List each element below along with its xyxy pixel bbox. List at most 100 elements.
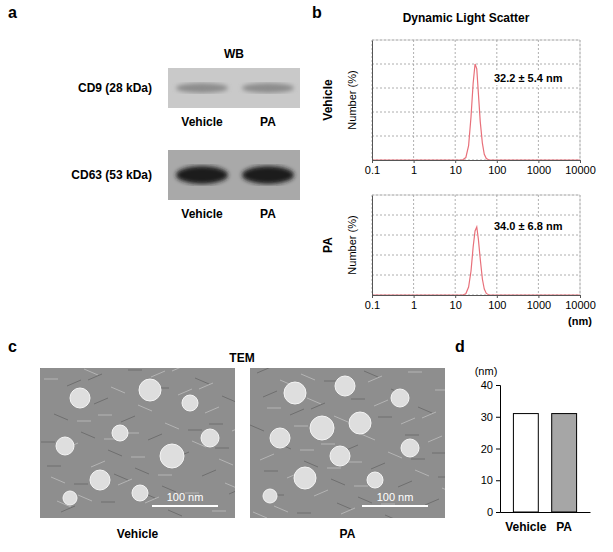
tick-label: 1 (411, 164, 417, 176)
tem-texture (301, 374, 315, 380)
tem-texture (81, 432, 95, 438)
grid-line (538, 195, 539, 295)
bar (513, 414, 538, 512)
tick-mark (580, 295, 581, 298)
x-axis: 0.1110100100010000 (365, 160, 596, 176)
tem-texture (165, 423, 179, 429)
axis-line (501, 512, 591, 513)
tem-texture (138, 405, 152, 411)
tem-title: TEM (229, 351, 254, 365)
tick: 10 (481, 474, 500, 486)
grid-line (372, 195, 580, 196)
axis-line (373, 161, 581, 164)
blot-band (242, 83, 294, 93)
tem-texture (371, 463, 385, 469)
grid-line (496, 40, 497, 160)
panel-letter: a (8, 4, 17, 21)
tem-texture (401, 418, 415, 424)
tem-texture (361, 434, 375, 440)
grid-line (372, 255, 580, 256)
tem-texture (151, 371, 165, 377)
vesicle (132, 485, 148, 501)
blot-band (176, 166, 228, 184)
tick-label: 10 (450, 164, 462, 176)
vesicle (391, 389, 409, 407)
tem-texture (61, 506, 75, 512)
dls-line (372, 227, 580, 295)
tick: 40 (481, 379, 500, 391)
tick-label: 1 (411, 299, 417, 311)
tem-texture (172, 368, 186, 371)
panel-letter: c (8, 338, 17, 355)
annotation-group: 34.0 ± 6.8 nm (492, 219, 565, 233)
tem-texture (91, 461, 105, 467)
grid-line (372, 275, 580, 276)
tem-texture (304, 461, 318, 467)
tick-mark (455, 295, 456, 298)
tem-texture (118, 479, 132, 485)
tem-texture (374, 400, 388, 406)
tem-texture (314, 490, 328, 496)
tem-texture (294, 426, 308, 427)
annotation-bg (492, 71, 565, 85)
figure: abcdWBCD9 (28 kDa)VehiclePACD63 (53 kDa)… (0, 0, 613, 552)
dls-chart: 0.1110100100010000PANumber (%)34.0 ± 6.8… (321, 195, 596, 327)
y-axis (372, 196, 374, 296)
scale-bar (362, 505, 428, 507)
tem-texture (128, 370, 142, 371)
tick: 1000 (527, 160, 551, 176)
vesicle (201, 429, 219, 447)
tem-texture (300, 450, 314, 451)
vesicle (330, 446, 350, 466)
category-label: Vehicle (505, 520, 547, 534)
scale-bar (152, 505, 218, 507)
vesicle (182, 395, 198, 411)
chart-title: Dynamic Light Scatter (403, 11, 530, 25)
tem-texture (250, 425, 264, 431)
lane-label: Vehicle (181, 115, 223, 129)
tem-texture (225, 483, 235, 489)
axis-line (496, 386, 501, 513)
tem-texture (334, 416, 348, 422)
tick-mark (455, 160, 456, 163)
tem-texture (260, 454, 274, 460)
x-axis: VehiclePA (501, 513, 591, 534)
annotation-group: 32.2 ± 5.4 nm (492, 71, 565, 85)
tem-texture (168, 510, 182, 516)
grid-line (496, 195, 497, 295)
tem-texture (178, 389, 192, 395)
tem-texture (188, 430, 202, 431)
tick: 10 (450, 160, 462, 176)
tem-texture (88, 374, 102, 380)
tem-texture (232, 425, 235, 431)
tick-mark (538, 295, 539, 298)
y-axis-title: Number (%) (346, 215, 358, 274)
tem-texture (327, 468, 341, 469)
vesicle (270, 428, 290, 448)
plot-area (372, 64, 580, 160)
grid-line (372, 112, 580, 113)
lane-label: PA (260, 207, 276, 221)
vesicle (335, 376, 355, 396)
tem-texture (435, 390, 445, 391)
tem-texture (263, 391, 277, 397)
blot-image (168, 150, 300, 200)
tem-texture (215, 448, 229, 449)
dls-line (372, 64, 580, 160)
tem-texture (158, 475, 172, 476)
vesicle (310, 416, 334, 440)
tick-mark (496, 480, 500, 481)
tem-texture (267, 408, 281, 409)
y-axis (372, 41, 374, 161)
tem-texture (41, 442, 55, 443)
vesicle (112, 425, 128, 441)
dls-chart: Dynamic Light Scatter0.1110100100010000V… (321, 11, 596, 176)
tem-image (40, 368, 235, 518)
tick: 100 (488, 295, 506, 311)
tick: 1000 (527, 295, 551, 311)
vesicle (349, 412, 371, 434)
tem-texture (385, 515, 399, 518)
tem-texture (111, 387, 125, 393)
tem-texture (94, 398, 108, 404)
tick-mark (496, 385, 500, 386)
